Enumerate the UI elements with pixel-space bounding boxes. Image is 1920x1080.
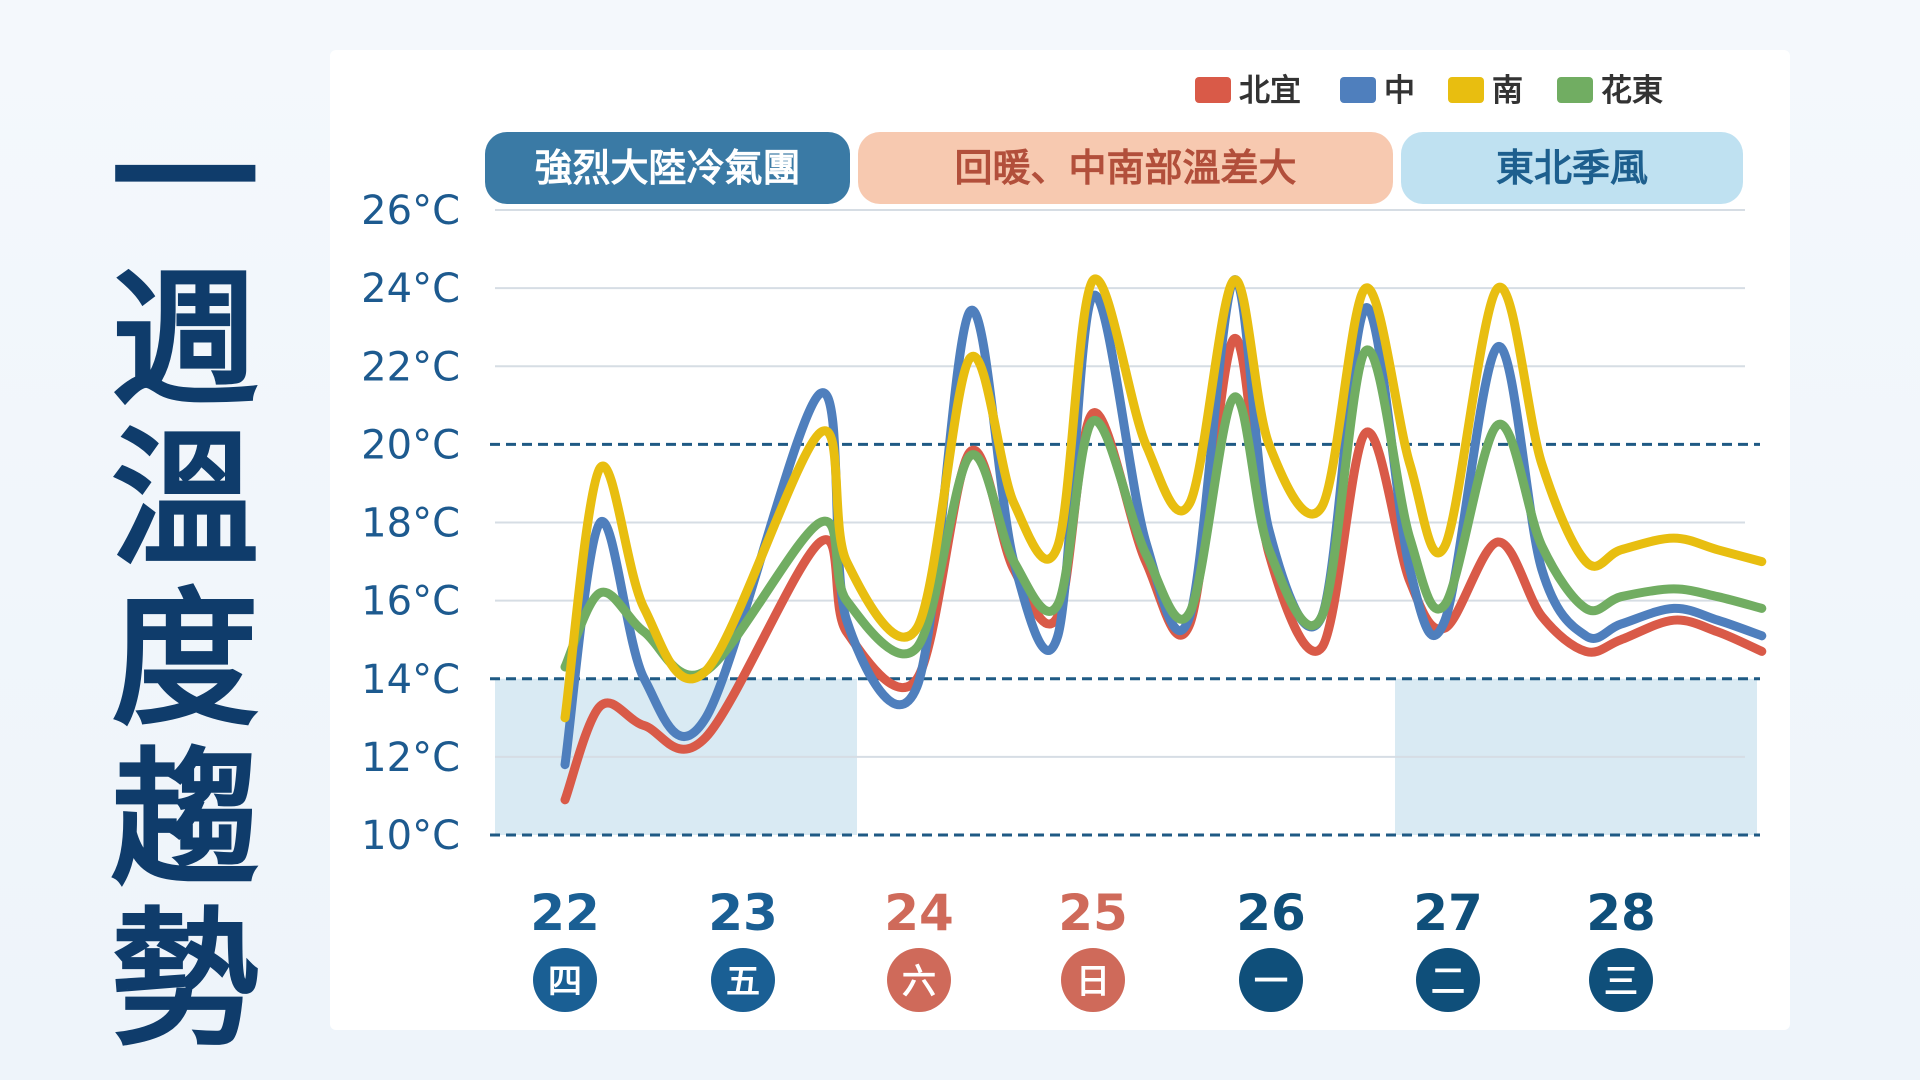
y-tick-label: 24°C	[361, 266, 460, 312]
title-char: 勢	[111, 894, 259, 1066]
weekday-circle	[533, 948, 597, 1012]
y-tick-label: 12°C	[361, 735, 460, 781]
day-number: 26	[1236, 884, 1306, 942]
period-label: 回暖、中南部溫差大	[954, 146, 1296, 190]
title-char: 度	[111, 574, 259, 746]
y-tick-label: 14°C	[361, 657, 460, 703]
weekday-label: 五	[726, 962, 760, 1002]
title-char: 溫	[111, 414, 259, 586]
day-number: 27	[1413, 884, 1483, 942]
weekday-label: 六	[902, 962, 936, 1002]
legend-label: 南	[1492, 73, 1523, 109]
period-banner	[858, 132, 1393, 204]
y-tick-label: 22°C	[361, 344, 460, 390]
vertical-title: 一 週 溫 度 趨 勢	[100, 100, 270, 1060]
title-char: 趨	[111, 734, 259, 906]
weekday-circle	[1416, 948, 1480, 1012]
day-number: 24	[884, 884, 954, 942]
weekday-label: 一	[1254, 962, 1288, 1002]
weekday-label: 日	[1076, 962, 1110, 1002]
weekday-circle	[711, 948, 775, 1012]
period-label: 強烈大陸冷氣團	[534, 146, 800, 190]
y-tick-label: 18°C	[361, 501, 460, 547]
weekday-label: 三	[1604, 962, 1638, 1002]
period-banner	[1401, 132, 1743, 204]
title-char: 週	[111, 254, 259, 426]
legend-swatch	[1448, 77, 1484, 103]
day-number: 25	[1058, 884, 1128, 942]
weekday-label: 二	[1431, 962, 1465, 1002]
y-tick-label: 16°C	[361, 579, 460, 625]
legend-swatch	[1557, 77, 1593, 103]
legend-swatch	[1195, 77, 1231, 103]
y-tick-label: 26°C	[361, 188, 460, 234]
y-tick-label: 20°C	[361, 422, 460, 468]
title-char: 一	[111, 94, 259, 266]
series-line-花東	[560, 345, 1767, 680]
y-tick-label: 10°C	[361, 813, 460, 859]
series-line-南	[560, 274, 1767, 723]
day-number: 23	[708, 884, 778, 942]
legend-label: 中	[1384, 73, 1415, 109]
period-banner	[485, 132, 850, 204]
day-number: 22	[530, 884, 600, 942]
period-label: 東北季風	[1496, 146, 1648, 190]
weekday-label: 四	[548, 962, 582, 1002]
weekday-circle	[1589, 948, 1653, 1012]
legend-label: 花東	[1601, 73, 1663, 109]
legend-swatch	[1340, 77, 1376, 103]
weekday-circle	[887, 948, 951, 1012]
day-number: 28	[1586, 884, 1656, 942]
legend-label: 北宜	[1239, 73, 1301, 109]
weekday-circle	[1061, 948, 1125, 1012]
weekday-circle	[1239, 948, 1303, 1012]
